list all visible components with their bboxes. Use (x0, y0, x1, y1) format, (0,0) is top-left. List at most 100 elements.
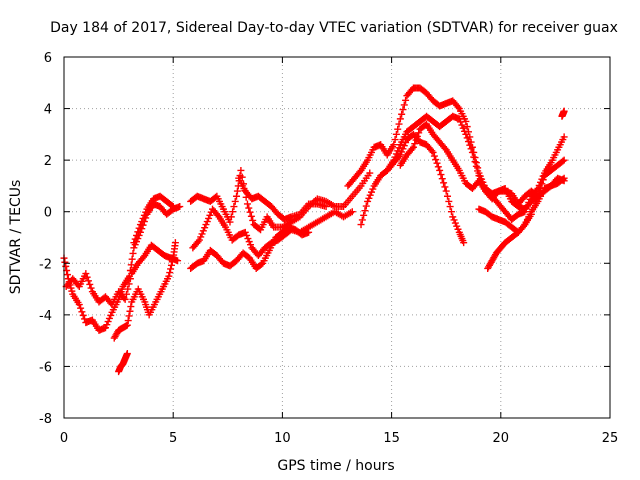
x-tick-label: 5 (169, 431, 177, 446)
axis-ticks (63, 56, 611, 419)
data-point (449, 213, 457, 221)
data-point (464, 138, 472, 146)
data-point (365, 194, 373, 202)
data-point (103, 321, 111, 329)
data-point (84, 277, 92, 285)
data-point (237, 166, 245, 174)
data-point (233, 187, 241, 195)
data-point (195, 236, 203, 244)
data-point (454, 103, 462, 111)
y-tick-label: 0 (44, 206, 52, 221)
data-point (123, 350, 131, 358)
data-point (521, 208, 529, 216)
data-point (125, 312, 133, 320)
data-point (520, 222, 528, 230)
data-point (171, 239, 179, 247)
data-point (560, 133, 568, 141)
data-point (83, 273, 91, 281)
y-tick-label: 4 (44, 103, 52, 118)
data-point (451, 219, 459, 227)
data-point (107, 311, 115, 319)
data-point (247, 241, 255, 249)
data-point (463, 134, 471, 142)
data-point (474, 167, 482, 175)
data-point (249, 216, 257, 224)
data-point (139, 214, 147, 222)
data-point (392, 130, 400, 138)
data-point (135, 224, 143, 232)
data-point (129, 249, 137, 257)
data-point (77, 304, 85, 312)
data-point (67, 284, 75, 292)
data-point (458, 121, 466, 129)
data-point (433, 159, 441, 167)
data-point (525, 198, 533, 206)
data-point (79, 311, 87, 319)
y-tick-label: -4 (39, 309, 52, 324)
data-point (214, 211, 222, 219)
data-point (82, 270, 90, 278)
data-point (358, 216, 366, 224)
data-point (167, 265, 175, 273)
data-point (472, 162, 480, 170)
data-point (63, 271, 71, 279)
data-point (165, 272, 173, 280)
x-axis-title: GPS time / hours (277, 458, 394, 474)
series-track-2 (62, 241, 182, 309)
series-track-12 (383, 130, 468, 247)
series-track-3 (110, 239, 179, 342)
y-tick-labels: -8 -6 -4 -2 0 2 4 6 (39, 51, 52, 427)
x-tick-label: 10 (274, 431, 291, 446)
data-point (123, 321, 131, 329)
data-point (468, 148, 476, 156)
data-point (243, 231, 251, 239)
data-point (400, 142, 408, 150)
data-point (78, 308, 86, 316)
data-point (86, 280, 94, 288)
data-point (139, 253, 147, 261)
data-point (399, 145, 407, 153)
data-point (203, 218, 211, 226)
data-point (442, 187, 450, 195)
data-point (168, 202, 176, 210)
data-point (390, 141, 398, 149)
data-point (457, 118, 465, 126)
data-point (436, 166, 444, 174)
data-point (466, 141, 474, 149)
data-point (459, 124, 467, 132)
data-point (413, 132, 421, 140)
series-track-16 (558, 107, 568, 120)
data-point (559, 157, 567, 165)
data-point (402, 96, 410, 104)
data-point (522, 205, 530, 213)
data-point (471, 158, 479, 166)
data-point (356, 168, 364, 176)
data-point (444, 192, 452, 200)
data-point (205, 214, 213, 222)
data-point (560, 156, 568, 164)
data-point (197, 233, 205, 241)
data-point (527, 210, 535, 218)
data-point (462, 130, 470, 138)
data-point (461, 127, 469, 135)
data-point (395, 120, 403, 128)
data-point (126, 275, 134, 283)
data-point (396, 151, 404, 159)
data-point (450, 216, 458, 224)
data-point (138, 218, 146, 226)
data-point (241, 228, 249, 236)
data-point (245, 204, 253, 212)
data-point (68, 287, 76, 295)
data-point (101, 324, 109, 332)
data-point (305, 228, 313, 236)
data-point (453, 222, 461, 230)
chart-title: Day 184 of 2017, Sidereal Day-to-day VTE… (50, 20, 618, 36)
data-point (176, 203, 184, 211)
data-point (75, 301, 83, 309)
data-point (366, 191, 374, 199)
data-point (194, 238, 202, 246)
data-point (202, 221, 210, 229)
data-point (128, 255, 136, 263)
data-point (560, 107, 568, 115)
